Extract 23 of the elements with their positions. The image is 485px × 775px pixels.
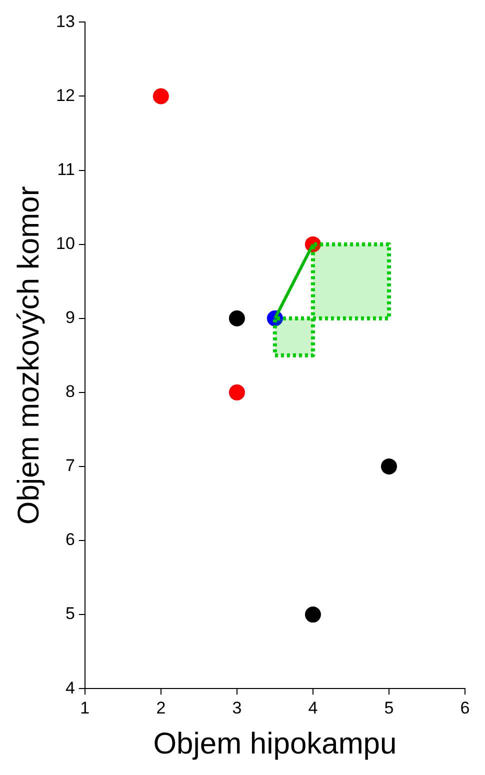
y-tick-label: 12 xyxy=(56,86,75,105)
y-axis-title: Objem mozkových komor xyxy=(12,186,46,525)
x-tick-label: 6 xyxy=(460,698,470,718)
y-tick-label: 11 xyxy=(57,160,75,179)
y-tick-label: 6 xyxy=(65,530,75,550)
point xyxy=(380,458,397,474)
point xyxy=(304,606,321,623)
x-tick-label: 4 xyxy=(308,698,318,718)
point xyxy=(228,384,245,400)
x-tick-label: 3 xyxy=(232,698,242,718)
y-tick-label: 10 xyxy=(56,234,75,254)
x-tick-label: 1 xyxy=(80,698,90,718)
x-axis-title: Objem hipokampu xyxy=(153,727,397,760)
y-tick-label: 13 xyxy=(56,12,75,31)
point xyxy=(152,88,169,104)
x-tick-label: 5 xyxy=(384,698,394,718)
y-tick-label: 9 xyxy=(65,308,75,328)
y-tick-label: 7 xyxy=(65,456,75,476)
y-tick-label: 4 xyxy=(65,678,75,698)
x-tick-label: 2 xyxy=(156,698,166,718)
point xyxy=(228,310,245,326)
y-tick-label: 5 xyxy=(65,604,75,624)
y-tick-label: 8 xyxy=(65,382,75,402)
